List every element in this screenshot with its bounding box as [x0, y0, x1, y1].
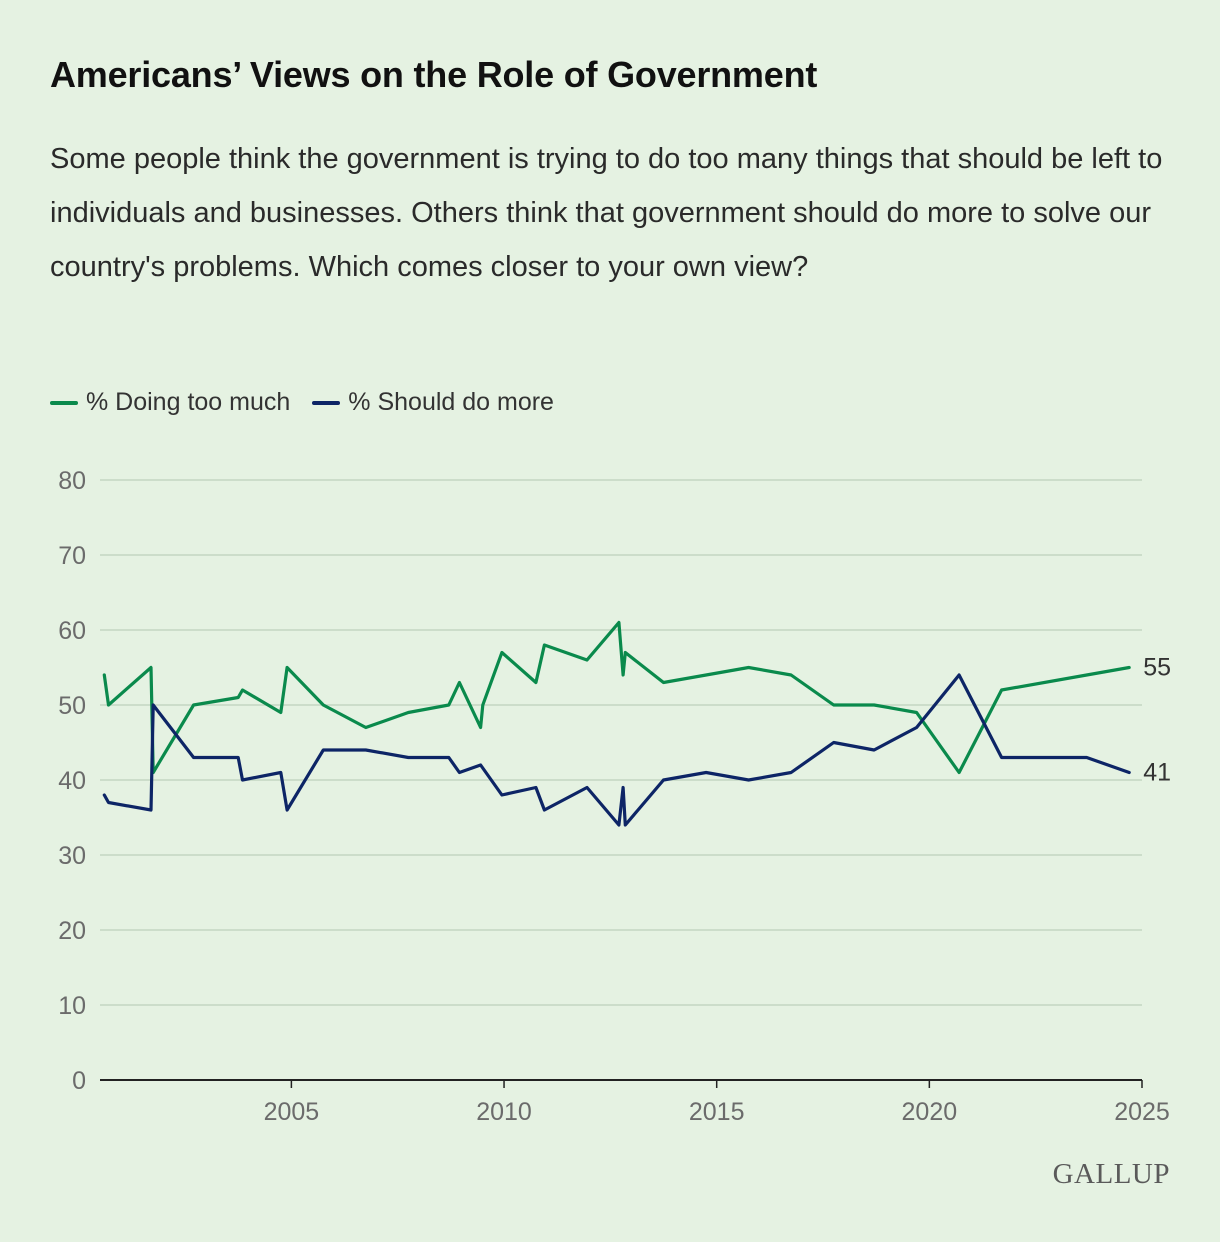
y-tick-label-20: 20	[58, 917, 86, 945]
chart-legend: % Doing too much % Should do more	[50, 388, 554, 417]
y-tick-label-70: 70	[58, 542, 86, 570]
x-tick-label-2020: 2020	[902, 1098, 958, 1126]
line-chart: 0 10 20 30 40 50 60 70 80 2005 2010 2015 2020 2025 55 4…	[58, 467, 1171, 1126]
x-tick-label-2025: 2025	[1114, 1098, 1170, 1126]
grid-layer	[100, 479, 1142, 1006]
y-tick-label-10: 10	[58, 992, 86, 1020]
series-layer	[102, 620, 1131, 827]
y-tick-label-80: 80	[58, 467, 86, 495]
x-tick-label-2010: 2010	[476, 1098, 532, 1126]
legend-swatch-doing-too-much	[50, 400, 78, 405]
series-line-should-do-more	[102, 673, 1131, 827]
y-tick-label-50: 50	[58, 692, 86, 720]
gallup-logo: GALLUP	[1052, 1158, 1170, 1190]
legend-item-doing-too-much: % Doing too much	[50, 388, 290, 417]
legend-swatch-should-do-more	[312, 400, 341, 405]
y-tick-label-0: 0	[72, 1067, 86, 1095]
end-label-doing-too-much: 55	[1143, 654, 1171, 682]
chart-title: Americans’ Views on the Role of Governme…	[50, 54, 818, 95]
legend-label-doing-too-much: % Doing too much	[86, 388, 291, 416]
axis-layer	[100, 1079, 1143, 1088]
y-tick-label-30: 30	[58, 842, 86, 870]
chart-subtitle: Some people think the government is tryi…	[50, 143, 1163, 283]
end-label-should-do-more: 41	[1143, 759, 1171, 787]
y-tick-label-40: 40	[58, 767, 86, 795]
legend-label-should-do-more: % Should do more	[348, 388, 554, 416]
legend-item-should-do-more: % Should do more	[312, 388, 554, 417]
y-tick-label-60: 60	[58, 617, 86, 645]
x-tick-label-2015: 2015	[689, 1098, 745, 1126]
series-line-doing-too-much	[102, 620, 1131, 775]
x-tick-label-2005: 2005	[264, 1098, 320, 1126]
label-layer: 0 10 20 30 40 50 60 70 80 2005 2010 2015 2020 2025 55 4…	[58, 467, 1171, 1126]
